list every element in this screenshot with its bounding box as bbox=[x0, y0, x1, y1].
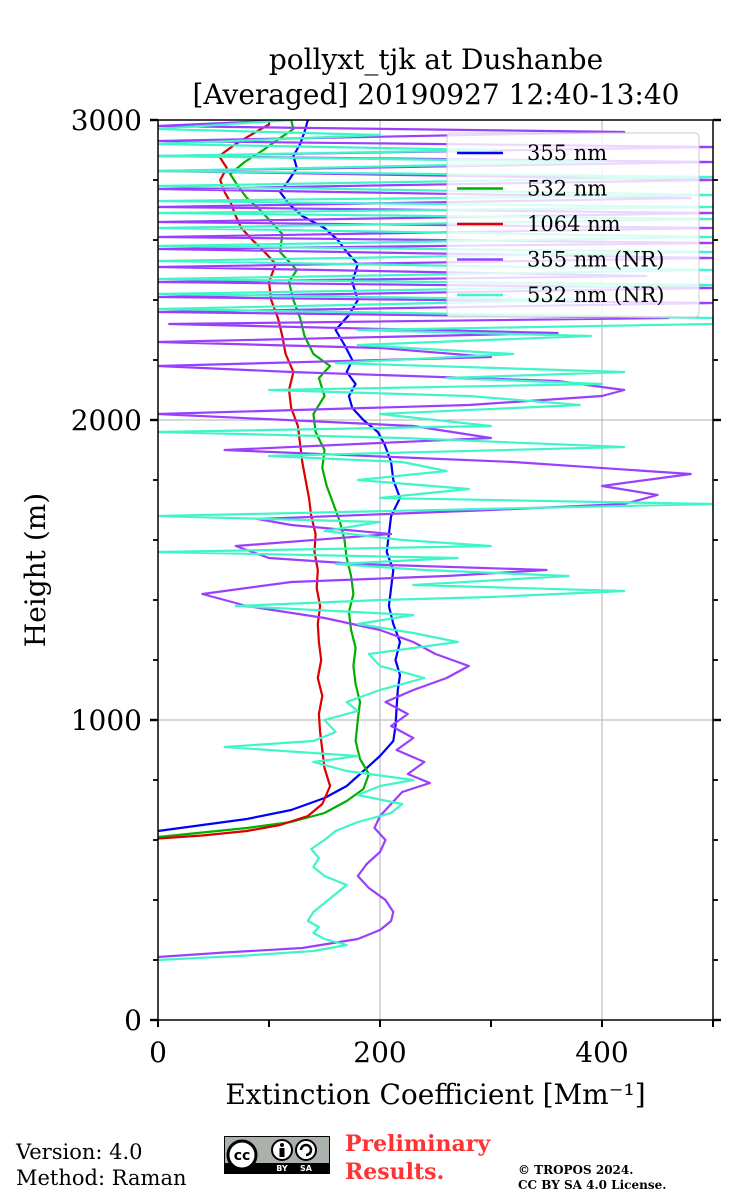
legend-label-5: 532 nm (NR) bbox=[527, 283, 664, 307]
y-tick-label: 0 bbox=[124, 1004, 142, 1037]
x-axis-label: Extinction Coefficient [Mm⁻¹] bbox=[225, 1078, 645, 1111]
series-line-4 bbox=[158, 120, 713, 959]
x-tick-label: 400 bbox=[575, 1036, 628, 1069]
preliminary-results-note: Preliminary Results. bbox=[345, 1130, 490, 1186]
version-label: Version: 4.0 bbox=[16, 1140, 143, 1164]
legend-label-1: 355 nm bbox=[527, 141, 607, 165]
legend-label-4: 355 nm (NR) bbox=[527, 248, 664, 272]
cc-by-text: BY bbox=[276, 1164, 288, 1173]
x-tick-label: 200 bbox=[353, 1036, 406, 1069]
legend-label-2: 532 nm bbox=[527, 177, 607, 201]
y-tick-label: 3000 bbox=[71, 104, 142, 137]
y-axis-label: Height (m) bbox=[19, 493, 52, 647]
copyright-line1: © TROPOS 2024. bbox=[518, 1163, 634, 1177]
preliminary-line2: Results. bbox=[345, 1159, 445, 1185]
series-line-3 bbox=[158, 120, 332, 840]
copyright-note: © TROPOS 2024. CC BY SA 4.0 License. bbox=[518, 1163, 666, 1193]
cc-badge-text: cc bbox=[234, 1148, 251, 1164]
x-tick-label: 0 bbox=[149, 1036, 167, 1069]
y-tick-label: 1000 bbox=[71, 704, 142, 737]
cc-sa-text: SA bbox=[300, 1164, 313, 1173]
method-label: Method: Raman bbox=[16, 1166, 187, 1190]
copyright-line2: CC BY SA 4.0 License. bbox=[518, 1178, 667, 1192]
y-tick-label: 2000 bbox=[71, 404, 142, 437]
series-line-2 bbox=[158, 120, 370, 839]
plot-frame bbox=[157, 119, 714, 1021]
chart-title-line2: [Averaged] 20190927 12:40-13:40 bbox=[192, 78, 680, 111]
chart-title-line1: pollyxt_tjk at Dushanbe bbox=[268, 43, 604, 76]
legend-label-3: 1064 nm bbox=[527, 212, 621, 236]
legend-box bbox=[446, 132, 700, 318]
preliminary-line1: Preliminary bbox=[345, 1131, 491, 1157]
cc-license-icon: cc BY SA bbox=[224, 1136, 330, 1174]
